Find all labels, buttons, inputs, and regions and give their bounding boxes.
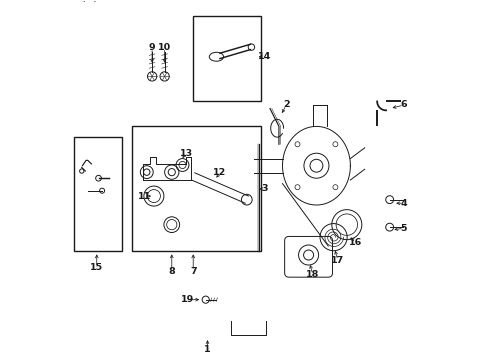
Text: 3: 3	[261, 184, 268, 193]
Text: 17: 17	[331, 256, 344, 265]
Text: 6: 6	[401, 100, 407, 109]
Bar	[132, 126, 261, 251]
Text: 11: 11	[138, 192, 151, 201]
Text: 9: 9	[149, 43, 155, 52]
Text: 5: 5	[401, 224, 407, 233]
Text: 1: 1	[204, 345, 211, 354]
Text: 18: 18	[306, 270, 319, 279]
Text: 15: 15	[90, 263, 103, 272]
Text: 7: 7	[190, 267, 196, 276]
Bar	[74, 137, 122, 251]
Bar	[193, 16, 261, 102]
Text: 19: 19	[181, 295, 195, 304]
Text: 4: 4	[401, 199, 407, 208]
Text: 16: 16	[349, 238, 363, 247]
Text: 12: 12	[213, 168, 226, 177]
Text: 8: 8	[169, 267, 175, 276]
Text: 14: 14	[258, 52, 271, 61]
Text: 13: 13	[179, 149, 193, 158]
Text: 2: 2	[283, 100, 290, 109]
Text: 10: 10	[158, 43, 171, 52]
